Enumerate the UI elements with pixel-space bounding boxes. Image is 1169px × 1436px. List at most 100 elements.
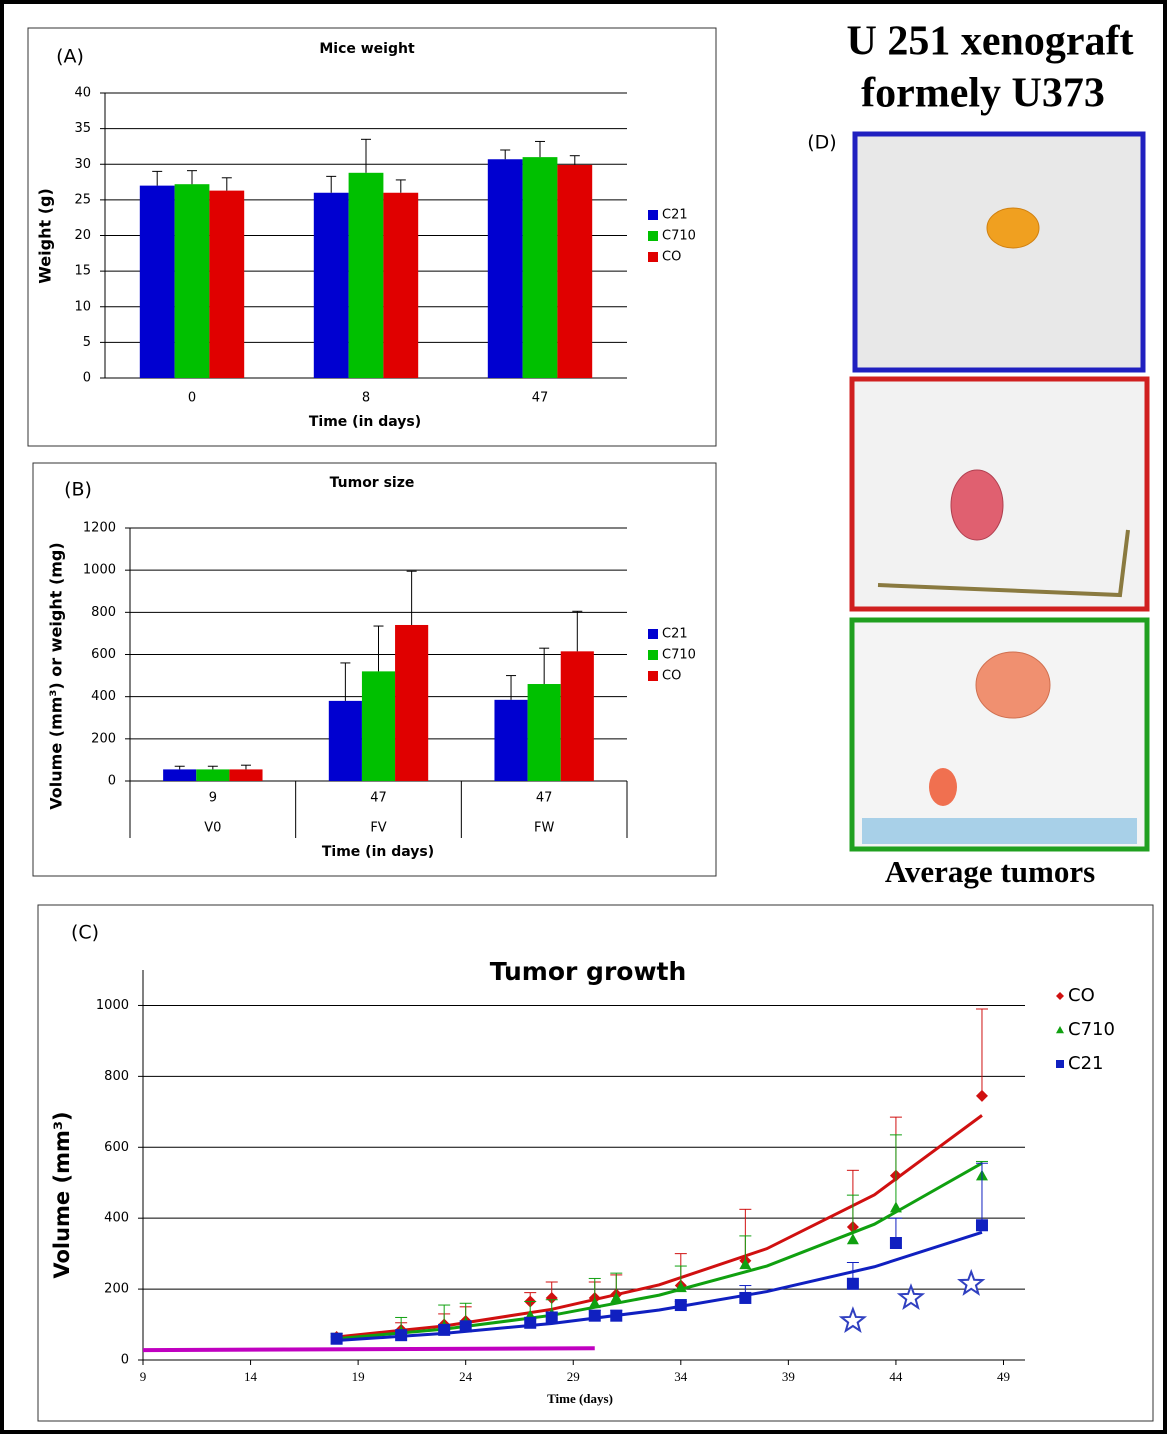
point-square bbox=[975, 1219, 988, 1232]
y-tick-label: 400 bbox=[104, 1211, 129, 1226]
point-triangle bbox=[674, 1281, 687, 1293]
dish-edge bbox=[862, 818, 1137, 844]
error-bar bbox=[207, 765, 218, 770]
x-tick-label: 47 bbox=[532, 391, 549, 406]
error-bar bbox=[889, 1134, 902, 1208]
chart-panel: Tumor growth (C) Time (days) Volume (mm³) 0 2… bbox=[37, 904, 1154, 1422]
y-tick-label: 800 bbox=[91, 605, 116, 620]
error-bar bbox=[340, 662, 351, 701]
legend-label: C21 bbox=[662, 208, 688, 223]
error-bar bbox=[506, 675, 517, 700]
point-square bbox=[889, 1237, 902, 1249]
error-bar bbox=[174, 765, 185, 770]
error-bar bbox=[569, 155, 580, 165]
x-group-label: V0 bbox=[204, 821, 221, 836]
point-square bbox=[330, 1332, 343, 1345]
x-tick-label: 29 bbox=[567, 1369, 580, 1384]
y-tick-label: 35 bbox=[74, 121, 91, 136]
error-bar bbox=[406, 570, 417, 625]
x-tick-label: 49 bbox=[997, 1369, 1010, 1384]
y-tick-label: 1000 bbox=[83, 563, 116, 578]
y-tick-label: 20 bbox=[74, 228, 91, 243]
legend-swatch bbox=[648, 210, 658, 220]
star-marker bbox=[896, 1283, 926, 1310]
error-bar bbox=[373, 625, 384, 672]
bar bbox=[560, 651, 594, 781]
y-tick-label: 40 bbox=[74, 86, 91, 101]
chart-title: Tumor size bbox=[330, 475, 415, 491]
error-bar bbox=[539, 647, 550, 685]
bar bbox=[487, 159, 523, 378]
point-triangle bbox=[889, 1201, 902, 1213]
legend-label: CO bbox=[662, 250, 681, 265]
y-tick-label: 800 bbox=[104, 1069, 129, 1084]
legend-swatch bbox=[648, 650, 658, 660]
figure-title: formely U373 bbox=[861, 71, 1105, 117]
y-axis-title: Weight (g) bbox=[36, 188, 55, 284]
bar bbox=[527, 684, 561, 781]
tumor bbox=[986, 207, 1040, 249]
y-tick-label: 0 bbox=[108, 774, 116, 789]
point-diamond bbox=[545, 1291, 558, 1304]
y-tick-label: 25 bbox=[74, 192, 91, 207]
y-tick-label: 30 bbox=[74, 157, 91, 172]
error-bar bbox=[152, 170, 163, 186]
x-tick-label: 34 bbox=[674, 1369, 688, 1384]
y-tick-label: 0 bbox=[121, 1353, 129, 1368]
photo-green bbox=[849, 617, 1150, 852]
legend-label: C21 bbox=[662, 627, 688, 642]
bar bbox=[557, 164, 593, 378]
y-tick-label: 5 bbox=[83, 335, 91, 350]
x-tick-label: 39 bbox=[782, 1369, 795, 1384]
chart-panel: Tumor size (B) Time (in days) Volume (mm³) … bbox=[32, 462, 717, 877]
chart-panel: Mice weight (A) Time (in days) Weight (g) 0 5… bbox=[27, 27, 717, 447]
bar bbox=[395, 624, 429, 781]
x-tick-label: 44 bbox=[889, 1369, 903, 1384]
point-diamond bbox=[975, 1089, 988, 1102]
y-tick-label: 200 bbox=[104, 1282, 129, 1297]
bar bbox=[313, 192, 349, 378]
legend-swatch bbox=[648, 671, 658, 681]
error-bar bbox=[361, 138, 371, 173]
y-axis-title: Volume (mm³) or weight (mg) bbox=[47, 542, 66, 809]
point-square bbox=[610, 1309, 623, 1322]
point-square bbox=[739, 1291, 752, 1304]
point-triangle bbox=[846, 1233, 859, 1245]
error-bar bbox=[326, 175, 337, 193]
error-bar bbox=[187, 170, 197, 185]
photo-frame bbox=[849, 376, 1150, 612]
x-tick-label: 9 bbox=[209, 791, 217, 806]
y-tick-label: 200 bbox=[91, 731, 116, 746]
error-bar bbox=[975, 1008, 988, 1096]
point-triangle bbox=[739, 1258, 752, 1270]
y-axis-title: Volume (mm³) bbox=[50, 1111, 74, 1278]
point-square bbox=[588, 1309, 601, 1322]
legend-label: C710 bbox=[662, 648, 696, 663]
point-square bbox=[846, 1277, 859, 1290]
point-square bbox=[438, 1323, 451, 1336]
panel-label: (D) bbox=[807, 132, 836, 154]
panel-label: (A) bbox=[56, 46, 84, 68]
tumor bbox=[950, 469, 1004, 541]
star-marker bbox=[838, 1306, 868, 1334]
bar bbox=[139, 185, 175, 378]
legend-swatch bbox=[648, 629, 658, 639]
point-square bbox=[524, 1316, 537, 1329]
star-marker bbox=[957, 1268, 986, 1296]
error-bar bbox=[975, 1162, 988, 1226]
photo-red bbox=[849, 376, 1150, 612]
x-tick-label: 19 bbox=[352, 1369, 365, 1384]
x-tick-label: 8 bbox=[362, 391, 370, 406]
x-group-label: FW bbox=[534, 821, 554, 836]
y-tick-label: 600 bbox=[91, 647, 116, 662]
y-tick-label: 1000 bbox=[96, 998, 129, 1013]
baseline-line bbox=[142, 1346, 595, 1353]
dish-edge bbox=[877, 529, 1130, 598]
legend-marker bbox=[1056, 992, 1064, 1000]
error-bar bbox=[535, 140, 545, 158]
x-axis-title: Time (in days) bbox=[309, 414, 421, 430]
error-bar bbox=[221, 177, 232, 191]
x-axis-title: Time (in days) bbox=[322, 844, 434, 860]
legend-label: CO bbox=[1068, 985, 1095, 1006]
